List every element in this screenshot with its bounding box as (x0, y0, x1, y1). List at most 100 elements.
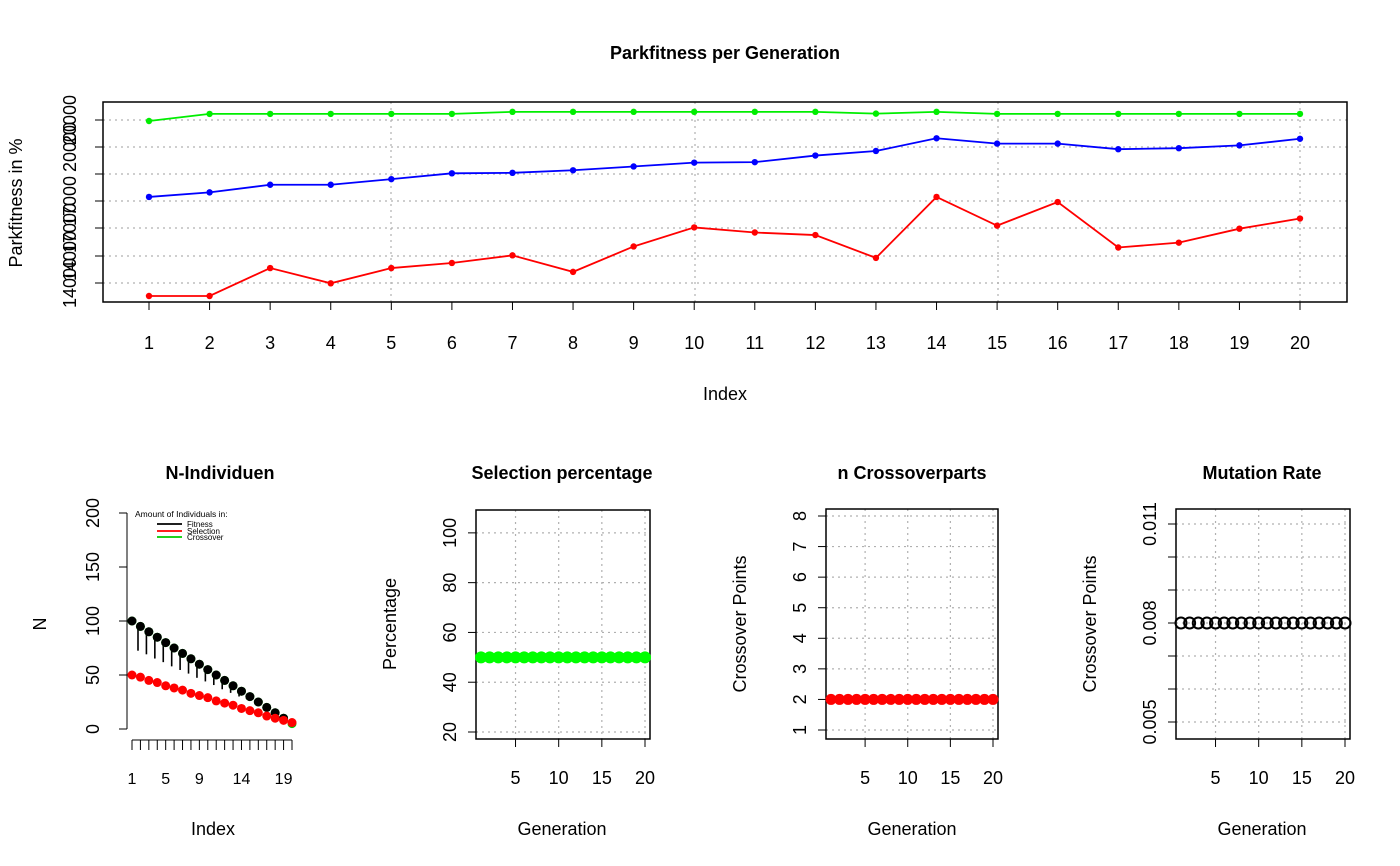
y-tick-label: 200 (83, 498, 103, 528)
x-tick-label: 14 (927, 333, 947, 353)
data-point (1200, 616, 1214, 630)
fitness-point (211, 670, 221, 680)
y-axis-label: N (30, 618, 50, 631)
legend-label: Selection (187, 527, 220, 536)
selection-point (186, 688, 196, 698)
data-point (1175, 110, 1183, 118)
data-point (872, 254, 880, 262)
data-point (630, 108, 637, 116)
x-tick-label: 1 (144, 333, 154, 353)
x-tick-label: 5 (511, 768, 521, 788)
data-point (876, 693, 888, 705)
crossoverparts-chart: n Crossoverparts Generation Crossover Po… (730, 463, 1003, 839)
x-tick-label: 2 (205, 333, 215, 353)
data-point (927, 693, 939, 705)
selection-point (262, 711, 272, 721)
data-point (1234, 616, 1248, 630)
x-tick-label: 20 (1290, 333, 1310, 353)
selection-point (178, 685, 188, 695)
mutation-rate-chart: Mutation Rate Generation Crossover Point… (1080, 463, 1355, 839)
data-point (206, 292, 213, 300)
data-point (851, 693, 863, 705)
x-tick-label: 20 (983, 768, 1003, 788)
y-axis-label: Parkfitness in % (6, 138, 26, 267)
data-point (1296, 110, 1304, 118)
y-tick-label: 150 (83, 552, 103, 582)
data-point (1295, 616, 1309, 630)
fitness-point (262, 702, 272, 712)
data-point (1236, 142, 1243, 149)
data-point (885, 693, 897, 705)
data-point (751, 158, 758, 166)
data-point (1286, 616, 1300, 630)
data-point (868, 693, 880, 705)
selection-point (169, 683, 179, 693)
data-point (691, 108, 698, 116)
series-line (148, 110, 1300, 122)
data-point (1243, 616, 1257, 630)
x-tick-label: 5 (1211, 768, 1221, 788)
legend-label: Fitness (187, 520, 213, 529)
data-point (834, 693, 846, 705)
data-point (1115, 110, 1122, 118)
x-tick-label: 7 (507, 333, 517, 353)
plot-frame (102, 101, 1348, 303)
x-tick-label: 4 (326, 333, 336, 353)
data-point (933, 108, 940, 116)
data-point (936, 693, 948, 705)
selection-point (228, 700, 238, 710)
selection-point (135, 672, 145, 682)
data-point (544, 651, 557, 664)
selection-point (287, 718, 297, 728)
data-point (388, 264, 395, 272)
data-point (1338, 616, 1352, 630)
data-point (872, 147, 880, 155)
data-point (933, 135, 940, 142)
y-tick-label: 7 (790, 542, 810, 552)
fitness-point (186, 654, 196, 664)
data-point (1209, 616, 1223, 630)
x-tick-label: 12 (805, 333, 825, 353)
data-point (1115, 145, 1122, 153)
y-tick-label: 60 (440, 622, 460, 642)
data-point (902, 693, 914, 705)
data-point (639, 651, 651, 664)
data-point (1191, 616, 1205, 630)
data-point (987, 693, 999, 705)
x-tick-label: 9 (629, 333, 639, 353)
x-tick-label: 17 (1108, 333, 1128, 353)
selection-point (211, 696, 221, 706)
data-point (535, 651, 548, 664)
data-point (1175, 144, 1183, 152)
data-point (327, 110, 334, 118)
data-point (145, 292, 153, 300)
plot-frame (475, 509, 651, 740)
y-tick-label: 1 (790, 725, 810, 735)
y-tick-label: 20000 (60, 95, 80, 145)
data-point (266, 181, 274, 188)
x-tick-label: 10 (898, 768, 918, 788)
fitness-point (169, 643, 179, 653)
selection-point (245, 706, 255, 716)
data-point (388, 110, 395, 118)
data-point (595, 651, 608, 664)
data-point (919, 693, 931, 705)
x-tick-label: 20 (635, 768, 655, 788)
y-axis-label: Crossover Points (1080, 555, 1100, 692)
plot-frame (825, 508, 999, 740)
data-point (751, 108, 758, 116)
chart-title: N-Individuen (166, 463, 275, 483)
fitness-point (236, 686, 246, 696)
x-tick-label: 15 (987, 333, 1007, 353)
data-point (145, 117, 153, 125)
data-point (691, 224, 698, 231)
data-point (266, 264, 274, 272)
selection-point (270, 713, 280, 723)
data-point (569, 167, 577, 174)
y-tick-label: 40 (440, 672, 460, 692)
x-tick-label: 11 (745, 333, 764, 353)
y-tick-label: 4 (790, 633, 810, 643)
data-point (509, 252, 516, 259)
data-point (1296, 135, 1304, 142)
data-point (587, 651, 600, 664)
